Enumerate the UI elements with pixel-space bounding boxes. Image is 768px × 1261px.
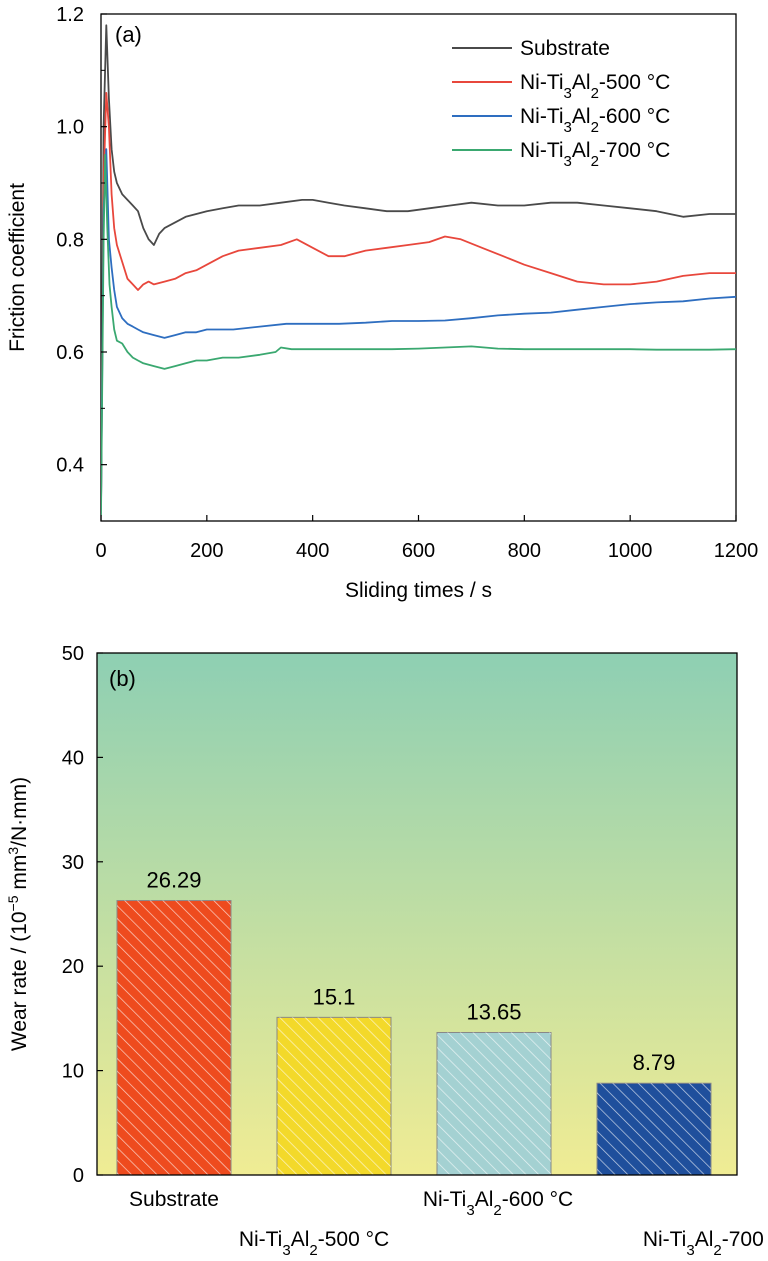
label-subscript: 3 xyxy=(686,1242,694,1259)
y-tick-label: 0.6 xyxy=(56,342,84,364)
x-tick-label: 1000 xyxy=(608,540,653,562)
bar-hatch xyxy=(597,1083,711,1175)
bar-value-label: 15.1 xyxy=(313,984,356,1009)
label-part: Ni-Ti xyxy=(520,71,564,94)
category-label: Ni-Ti3Al2-500 °C xyxy=(239,1228,389,1259)
label-part: Substrate xyxy=(129,1188,219,1211)
label-part: Al xyxy=(475,1188,494,1211)
label-subscript: 2 xyxy=(309,1242,317,1259)
y-tick-label: 30 xyxy=(62,852,84,874)
panel-label-a: (a) xyxy=(115,22,142,47)
label-part: Al xyxy=(695,1228,714,1251)
series-line xyxy=(101,24,736,510)
bar-value-label: 8.79 xyxy=(633,1050,676,1075)
label-subscript: 3 xyxy=(282,1242,290,1259)
label-part: -700 °C xyxy=(722,1228,768,1251)
series-line xyxy=(101,148,736,510)
y-tick-label: 50 xyxy=(62,643,84,665)
series-line xyxy=(101,153,736,516)
y-tick-label: 0.4 xyxy=(56,455,84,477)
x-tick-label: 600 xyxy=(402,540,435,562)
label-subscript: 2 xyxy=(591,85,599,102)
y-tick-label: 0 xyxy=(73,1165,84,1187)
label-part: -700 °C xyxy=(599,139,670,162)
label-subscript: 2 xyxy=(713,1242,721,1259)
label-part: -500 °C xyxy=(318,1228,389,1251)
axis-ticks: 0 10 20 30 40 50 xyxy=(62,643,103,1187)
friction-chart: 0 200 400 600 800 1000 1200 0.4 0.6 0.8 1.0 1.2 (a)… xyxy=(6,4,758,602)
legend-label: Ni-Ti3Al2-500 °C xyxy=(520,71,670,102)
y-tick-label: 1.0 xyxy=(56,117,84,139)
y-axis-title-part: /N·mm) xyxy=(8,777,31,847)
label-part: Ni-Ti xyxy=(239,1228,283,1251)
label-part: Ni-Ti xyxy=(520,139,564,162)
label-part: -500 °C xyxy=(599,71,670,94)
bar-value-label: 26.29 xyxy=(146,868,201,893)
bar-hatch xyxy=(437,1032,551,1175)
wear-rate-chart: 26.29 15.1 13.65 8.79 0 10 20 30 40 50 (b) Subst… xyxy=(5,643,768,1259)
label-subscript: 3 xyxy=(564,153,572,170)
category-label: Substrate xyxy=(129,1188,219,1211)
y-tick-label: 10 xyxy=(62,1061,84,1083)
y-axis-title: Friction coefficient xyxy=(6,183,29,352)
label-subscript: 3 xyxy=(564,85,572,102)
bar-hatch xyxy=(277,1017,391,1175)
label-part: Al xyxy=(291,1228,310,1251)
label-part: -600 °C xyxy=(599,105,670,128)
bar-hatch xyxy=(117,900,231,1175)
label-part: Ni-Ti xyxy=(423,1188,467,1211)
y-axis-title-part: Wear rate / (10 xyxy=(8,911,31,1051)
category-label: Ni-Ti3Al2-700 °C xyxy=(643,1228,768,1259)
label-part: Ni-Ti xyxy=(520,105,564,128)
label-subscript: 2 xyxy=(493,1202,501,1219)
label-part: Ni-Ti xyxy=(643,1228,687,1251)
legend-label: Ni-Ti3Al2-600 °C xyxy=(520,105,670,136)
panel-label-b: (b) xyxy=(109,666,136,691)
plot-frame xyxy=(96,652,738,1176)
y-axis-title-exponent: 3 xyxy=(5,847,21,855)
legend-label: Ni-Ti3Al2-700 °C xyxy=(520,139,670,170)
series-line xyxy=(101,92,736,510)
y-tick-label: 0.8 xyxy=(56,229,84,251)
y-axis-title-part: mm xyxy=(8,855,31,896)
series-lines xyxy=(101,24,736,516)
axis-ticks: 0 200 400 600 800 1000 1200 0.4 0.6 0.8 1.0 1.2 xyxy=(56,4,758,562)
label-subscript: 2 xyxy=(591,153,599,170)
x-tick-label: 0 xyxy=(95,540,106,562)
label-subscript: 3 xyxy=(564,119,572,136)
label-part: Al xyxy=(572,105,591,128)
bars: 26.29 15.1 13.65 8.79 xyxy=(116,868,712,1176)
x-tick-label: 800 xyxy=(508,540,541,562)
x-tick-label: 200 xyxy=(190,540,223,562)
label-subscript: 3 xyxy=(466,1202,474,1219)
label-subscript: 2 xyxy=(591,119,599,136)
bar-value-label: 13.65 xyxy=(466,999,521,1024)
y-tick-label: 40 xyxy=(62,747,84,769)
category-label: Ni-Ti3Al2-600 °C xyxy=(423,1188,573,1219)
legend-label: Substrate xyxy=(520,37,610,60)
label-part: -600 °C xyxy=(502,1188,573,1211)
x-tick-label: 400 xyxy=(296,540,329,562)
x-tick-label: 1200 xyxy=(714,540,759,562)
label-part: Al xyxy=(572,71,591,94)
label-part: Al xyxy=(572,139,591,162)
label-part: Substrate xyxy=(520,37,610,60)
y-tick-label: 20 xyxy=(62,956,84,978)
y-axis-title: Wear rate / (10−5 mm3/N·mm) xyxy=(5,777,31,1051)
y-tick-label: 1.2 xyxy=(56,4,84,26)
y-axis-title-exponent: −5 xyxy=(5,895,21,911)
x-axis-title: Sliding times / s xyxy=(345,579,492,602)
